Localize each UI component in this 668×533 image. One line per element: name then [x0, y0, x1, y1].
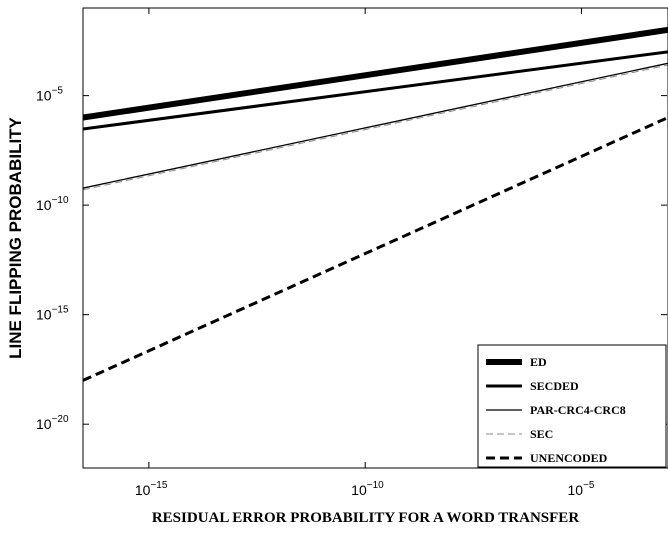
series-line-par-crc4-crc8	[83, 62, 668, 189]
y-axis-label: LINE FLIPPING PROBABILITY	[6, 116, 25, 358]
y-tick-label: 10−10	[36, 195, 69, 213]
x-axis-label: RESIDUAL ERROR PROBABILITY FOR A WORD TR…	[152, 510, 579, 526]
series-line-unencoded	[83, 116, 668, 382]
y-tick-label: 10−15	[36, 305, 69, 323]
x-tick-label: 10−15	[135, 480, 168, 498]
x-tick-label: 10−10	[351, 480, 384, 498]
legend: ED SECDED PAR-CRC4-CRC8 SEC UNENCODED	[477, 344, 667, 468]
y-tick-label: 10−5	[36, 86, 63, 104]
legend-label: UNENCODED	[530, 451, 608, 465]
axes-frame	[82, 7, 668, 469]
series-line-sec	[83, 64, 668, 191]
series-line-ed	[83, 26, 668, 121]
y-tick-label: 10−20	[36, 414, 69, 432]
plot-lines	[83, 26, 668, 382]
y-axis-ticks: 10−5 10−10 10−15 10−20	[36, 86, 667, 432]
x-axis-ticks: 10−15 10−10 10−5	[135, 8, 595, 498]
x-tick-label: 10−5	[567, 480, 594, 498]
legend-box	[477, 344, 667, 468]
legend-label: ED	[530, 355, 547, 369]
legend-label: SEC	[530, 427, 553, 441]
series-line-secded	[83, 50, 668, 131]
legend-label: PAR-CRC4-CRC8	[530, 403, 626, 417]
legend-label: SECDED	[530, 379, 579, 393]
